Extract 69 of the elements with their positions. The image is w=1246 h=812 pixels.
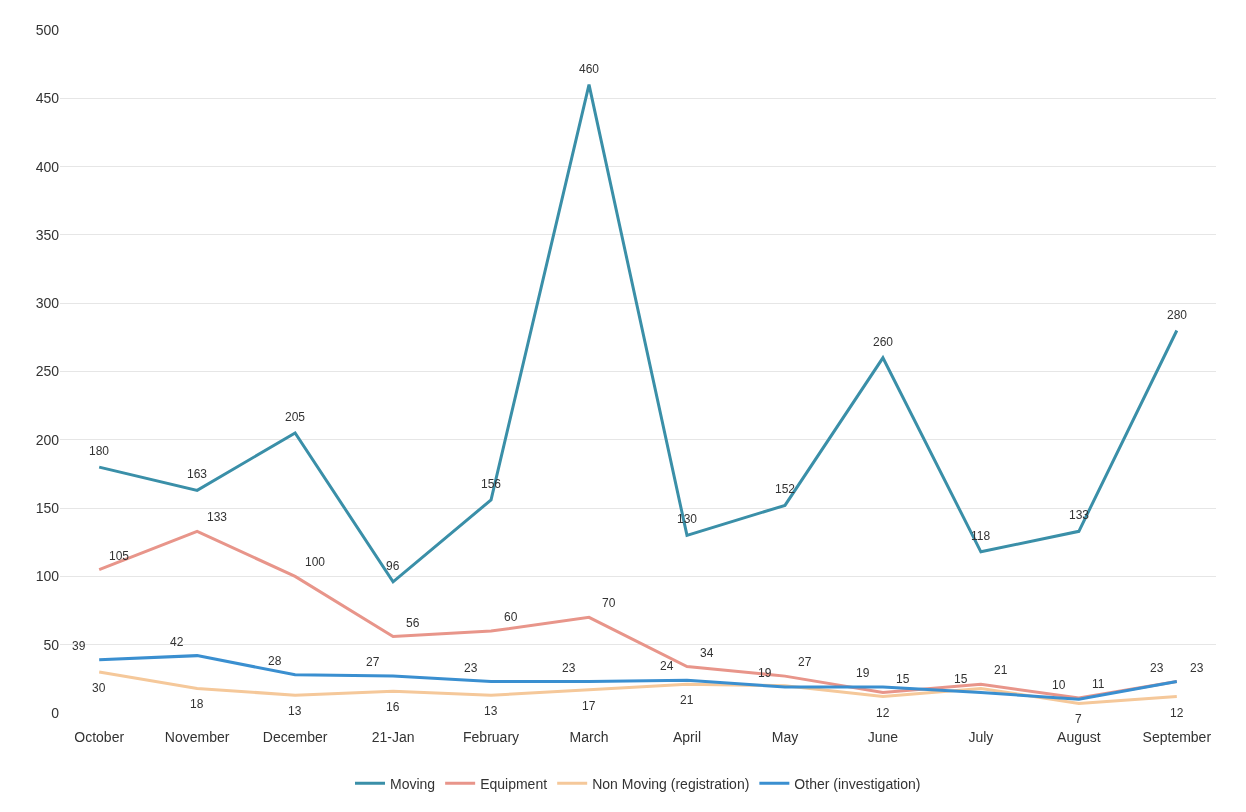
y-tick-label: 250	[35, 363, 60, 380]
x-tick-label: June	[867, 729, 899, 745]
y-tick-label: 400	[35, 158, 60, 175]
data-label: 60	[504, 610, 518, 624]
y-tick-label: 50	[43, 636, 60, 653]
x-tick-label: 21-Jan	[371, 729, 415, 745]
data-label: 460	[579, 62, 600, 76]
legend-label: Equipment	[480, 775, 548, 792]
data-label: 39	[72, 639, 86, 653]
x-tick-label: May	[771, 729, 799, 745]
data-label: 280	[1167, 308, 1188, 322]
data-label: 56	[406, 616, 420, 630]
data-label: 27	[798, 655, 812, 669]
x-tick-label: October	[74, 729, 125, 745]
x-tick-label: July	[968, 729, 994, 745]
data-label: 27	[366, 655, 380, 669]
data-label: 19	[856, 666, 870, 680]
data-label: 13	[288, 704, 302, 718]
data-label: 23	[464, 661, 478, 675]
data-label: 260	[873, 335, 894, 349]
data-label: 42	[170, 635, 184, 649]
x-tick-label: November	[164, 729, 230, 745]
data-label: 13	[484, 704, 498, 718]
data-label: 23	[1150, 661, 1164, 675]
data-label: 133	[207, 510, 228, 524]
y-tick-label: 150	[35, 500, 60, 516]
data-label: 11	[1092, 677, 1105, 691]
x-tick-label: December	[262, 729, 328, 745]
data-label: 100	[305, 555, 326, 569]
x-tick-label: February	[463, 729, 520, 745]
data-label: 17	[582, 699, 596, 713]
y-tick-label: 500	[35, 21, 60, 38]
x-tick-label: September	[1142, 729, 1212, 745]
y-tick-label: 450	[35, 90, 60, 107]
data-label: 205	[285, 410, 306, 424]
data-label: 23	[562, 661, 576, 675]
data-label: 23	[1190, 661, 1204, 675]
y-tick-label: 100	[35, 568, 60, 585]
data-label: 34	[700, 646, 714, 660]
data-label: 15	[896, 672, 910, 686]
data-label: 21	[680, 693, 694, 707]
data-label: 19	[758, 666, 772, 680]
data-label: 15	[954, 672, 968, 686]
data-label: 18	[190, 697, 204, 711]
legend-label: Non Moving (registration)	[592, 775, 750, 792]
y-tick-label: 0	[51, 704, 60, 721]
data-label: 28	[268, 654, 282, 668]
legend-label: Other (investigation)	[794, 775, 921, 792]
x-tick-label: August	[1057, 729, 1101, 745]
data-label: 30	[92, 681, 106, 695]
data-label: 10	[1052, 678, 1066, 692]
data-label: 24	[660, 659, 674, 673]
data-label: 16	[386, 700, 400, 714]
x-tick-label: March	[569, 729, 609, 745]
y-tick-label: 200	[35, 431, 60, 448]
data-label: 21	[994, 663, 1008, 677]
legend-label: Moving	[390, 775, 436, 792]
data-label: 105	[109, 549, 130, 563]
y-tick-label: 350	[35, 226, 60, 243]
data-label: 163	[187, 467, 208, 481]
y-tick-label: 300	[35, 295, 60, 312]
data-label: 96	[386, 559, 400, 573]
data-label: 70	[602, 596, 616, 610]
data-label: 12	[1170, 706, 1184, 720]
data-label: 12	[876, 706, 890, 720]
x-tick-label: April	[672, 729, 701, 745]
data-label: 7	[1075, 712, 1082, 726]
data-label: 152	[775, 482, 796, 496]
data-label: 180	[89, 444, 110, 458]
